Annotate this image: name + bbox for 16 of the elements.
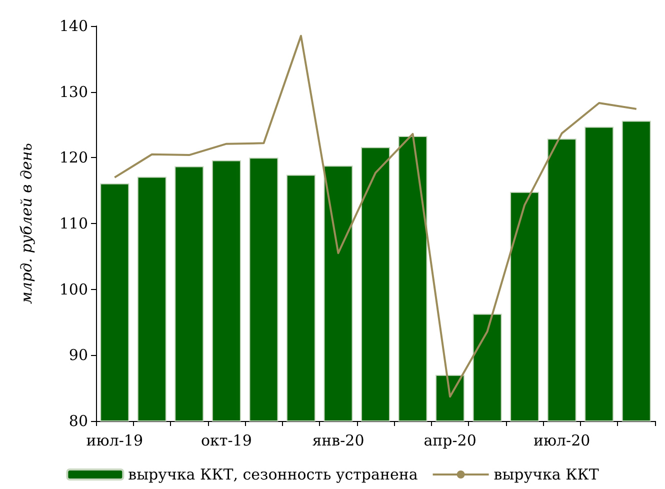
x-tick-label: янв-20 — [312, 432, 364, 450]
y-tick-label: 130 — [59, 82, 88, 101]
legend-label: выручка ККТ — [494, 466, 599, 484]
line-series — [114, 34, 638, 398]
y-axis-title: млрд. рублей в день — [18, 143, 36, 304]
y-tick-label: 120 — [59, 148, 88, 167]
x-tick-label: апр-20 — [424, 432, 476, 450]
x-tick-label: июл-20 — [533, 432, 590, 450]
y-tick-label: 80 — [68, 412, 88, 430]
x-tick-label: окт-19 — [201, 432, 252, 450]
legend-label: выручка ККТ, сезонность устранена — [128, 466, 418, 484]
x-tick-label: июл-19 — [86, 432, 144, 450]
y-tick-label: 100 — [59, 280, 88, 298]
y-tick-label: 140 — [59, 17, 88, 35]
y-tick-label: 110 — [59, 214, 88, 232]
y-tick-label: 90 — [68, 346, 88, 364]
